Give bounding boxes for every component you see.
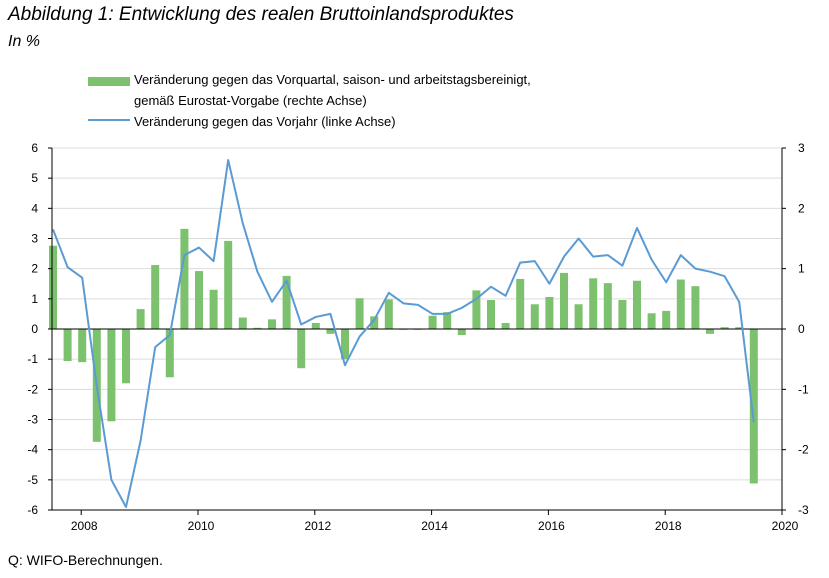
bar <box>238 317 247 329</box>
bar <box>662 310 671 329</box>
bar <box>706 329 714 334</box>
left-tick-label: -6 <box>27 503 38 517</box>
left-tick-label: -1 <box>27 352 38 366</box>
bar <box>647 313 656 329</box>
legend-bar-label-line2: gemäß Eurostat-Vorgabe (rechte Achse) <box>134 93 367 108</box>
bar <box>311 322 320 329</box>
bar <box>384 299 393 329</box>
bar <box>487 300 495 329</box>
bar <box>589 278 598 329</box>
bar <box>530 304 539 329</box>
bar <box>749 329 758 484</box>
bar <box>457 329 466 336</box>
bar <box>209 289 218 329</box>
bar <box>151 265 160 329</box>
left-tick-label: -4 <box>27 443 38 457</box>
source-note: Q: WIFO-Berechnungen. <box>8 552 163 568</box>
x-tick-label: 2016 <box>538 519 565 533</box>
left-tick-label: 5 <box>31 171 38 185</box>
x-tick-label: 2008 <box>71 519 98 533</box>
x-tick-label: 2010 <box>188 519 215 533</box>
left-tick-label: 3 <box>31 232 38 246</box>
bar <box>78 329 87 363</box>
bar <box>63 329 72 361</box>
legend-line-swatch <box>88 119 130 121</box>
bar <box>224 240 233 329</box>
bar <box>574 304 583 329</box>
bar <box>49 245 57 329</box>
qoq-bars <box>49 228 758 484</box>
bar <box>443 312 452 329</box>
right-tick-label: 0 <box>798 322 805 336</box>
bar <box>326 329 335 334</box>
bar <box>297 329 306 369</box>
x-tick-label: 2014 <box>421 519 448 533</box>
bar <box>691 286 700 329</box>
bar <box>268 319 276 329</box>
bar <box>195 271 203 329</box>
bar <box>253 327 262 329</box>
bar <box>136 309 145 329</box>
bar <box>545 297 554 329</box>
bar <box>341 329 349 360</box>
yoy-line <box>52 159 755 508</box>
left-tick-label: 6 <box>31 141 38 155</box>
bar <box>720 327 729 329</box>
bar <box>122 329 130 384</box>
left-tick-label: 4 <box>31 201 38 215</box>
bar <box>560 272 568 329</box>
bar <box>603 283 612 329</box>
gridlines <box>52 147 782 511</box>
left-tick-label: -2 <box>27 382 38 396</box>
bar <box>618 300 627 329</box>
right-tick-label: -2 <box>798 443 809 457</box>
left-tick-label: 0 <box>31 322 38 336</box>
bar <box>428 315 437 329</box>
bar <box>516 278 525 329</box>
chart-title: Abbildung 1: Entwicklung des realen Brut… <box>8 4 514 25</box>
bar <box>501 322 510 329</box>
bar <box>633 280 641 329</box>
x-tick-label: 2012 <box>304 519 331 533</box>
right-tick-label: -1 <box>798 382 809 396</box>
right-tick-label: 3 <box>798 141 805 155</box>
x-tick-label: 2018 <box>655 519 682 533</box>
legend-line-label: Veränderung gegen das Vorjahr (linke Ach… <box>134 114 396 129</box>
left-tick-label: 2 <box>31 262 38 276</box>
yoy-series-line <box>52 159 755 508</box>
bar <box>107 329 116 422</box>
right-tick-label: -3 <box>798 503 809 517</box>
legend-bar-swatch <box>88 77 130 86</box>
bar <box>370 316 379 329</box>
left-tick-label: 1 <box>31 292 38 306</box>
left-tick-label: -5 <box>27 473 38 487</box>
x-tick-label: 2020 <box>772 519 799 533</box>
right-tick-label: 2 <box>798 201 805 215</box>
bar <box>735 327 744 329</box>
legend-bar-label-line1: Veränderung gegen das Vorquartal, saison… <box>134 72 531 87</box>
right-tick-label: 1 <box>798 262 805 276</box>
bar <box>676 279 685 329</box>
axes: -6 -5 -4 -3 -2 -1 0 1 2 3 4 5 6 -3 -2 -1 0 1 2 3 2008 2010 201… <box>27 141 809 533</box>
chart-subtitle: In % <box>8 33 41 50</box>
bar <box>282 275 291 329</box>
bar <box>472 290 481 329</box>
bar <box>355 298 364 329</box>
left-tick-label: -3 <box>27 413 38 427</box>
bar <box>165 329 174 378</box>
bar <box>180 228 189 329</box>
